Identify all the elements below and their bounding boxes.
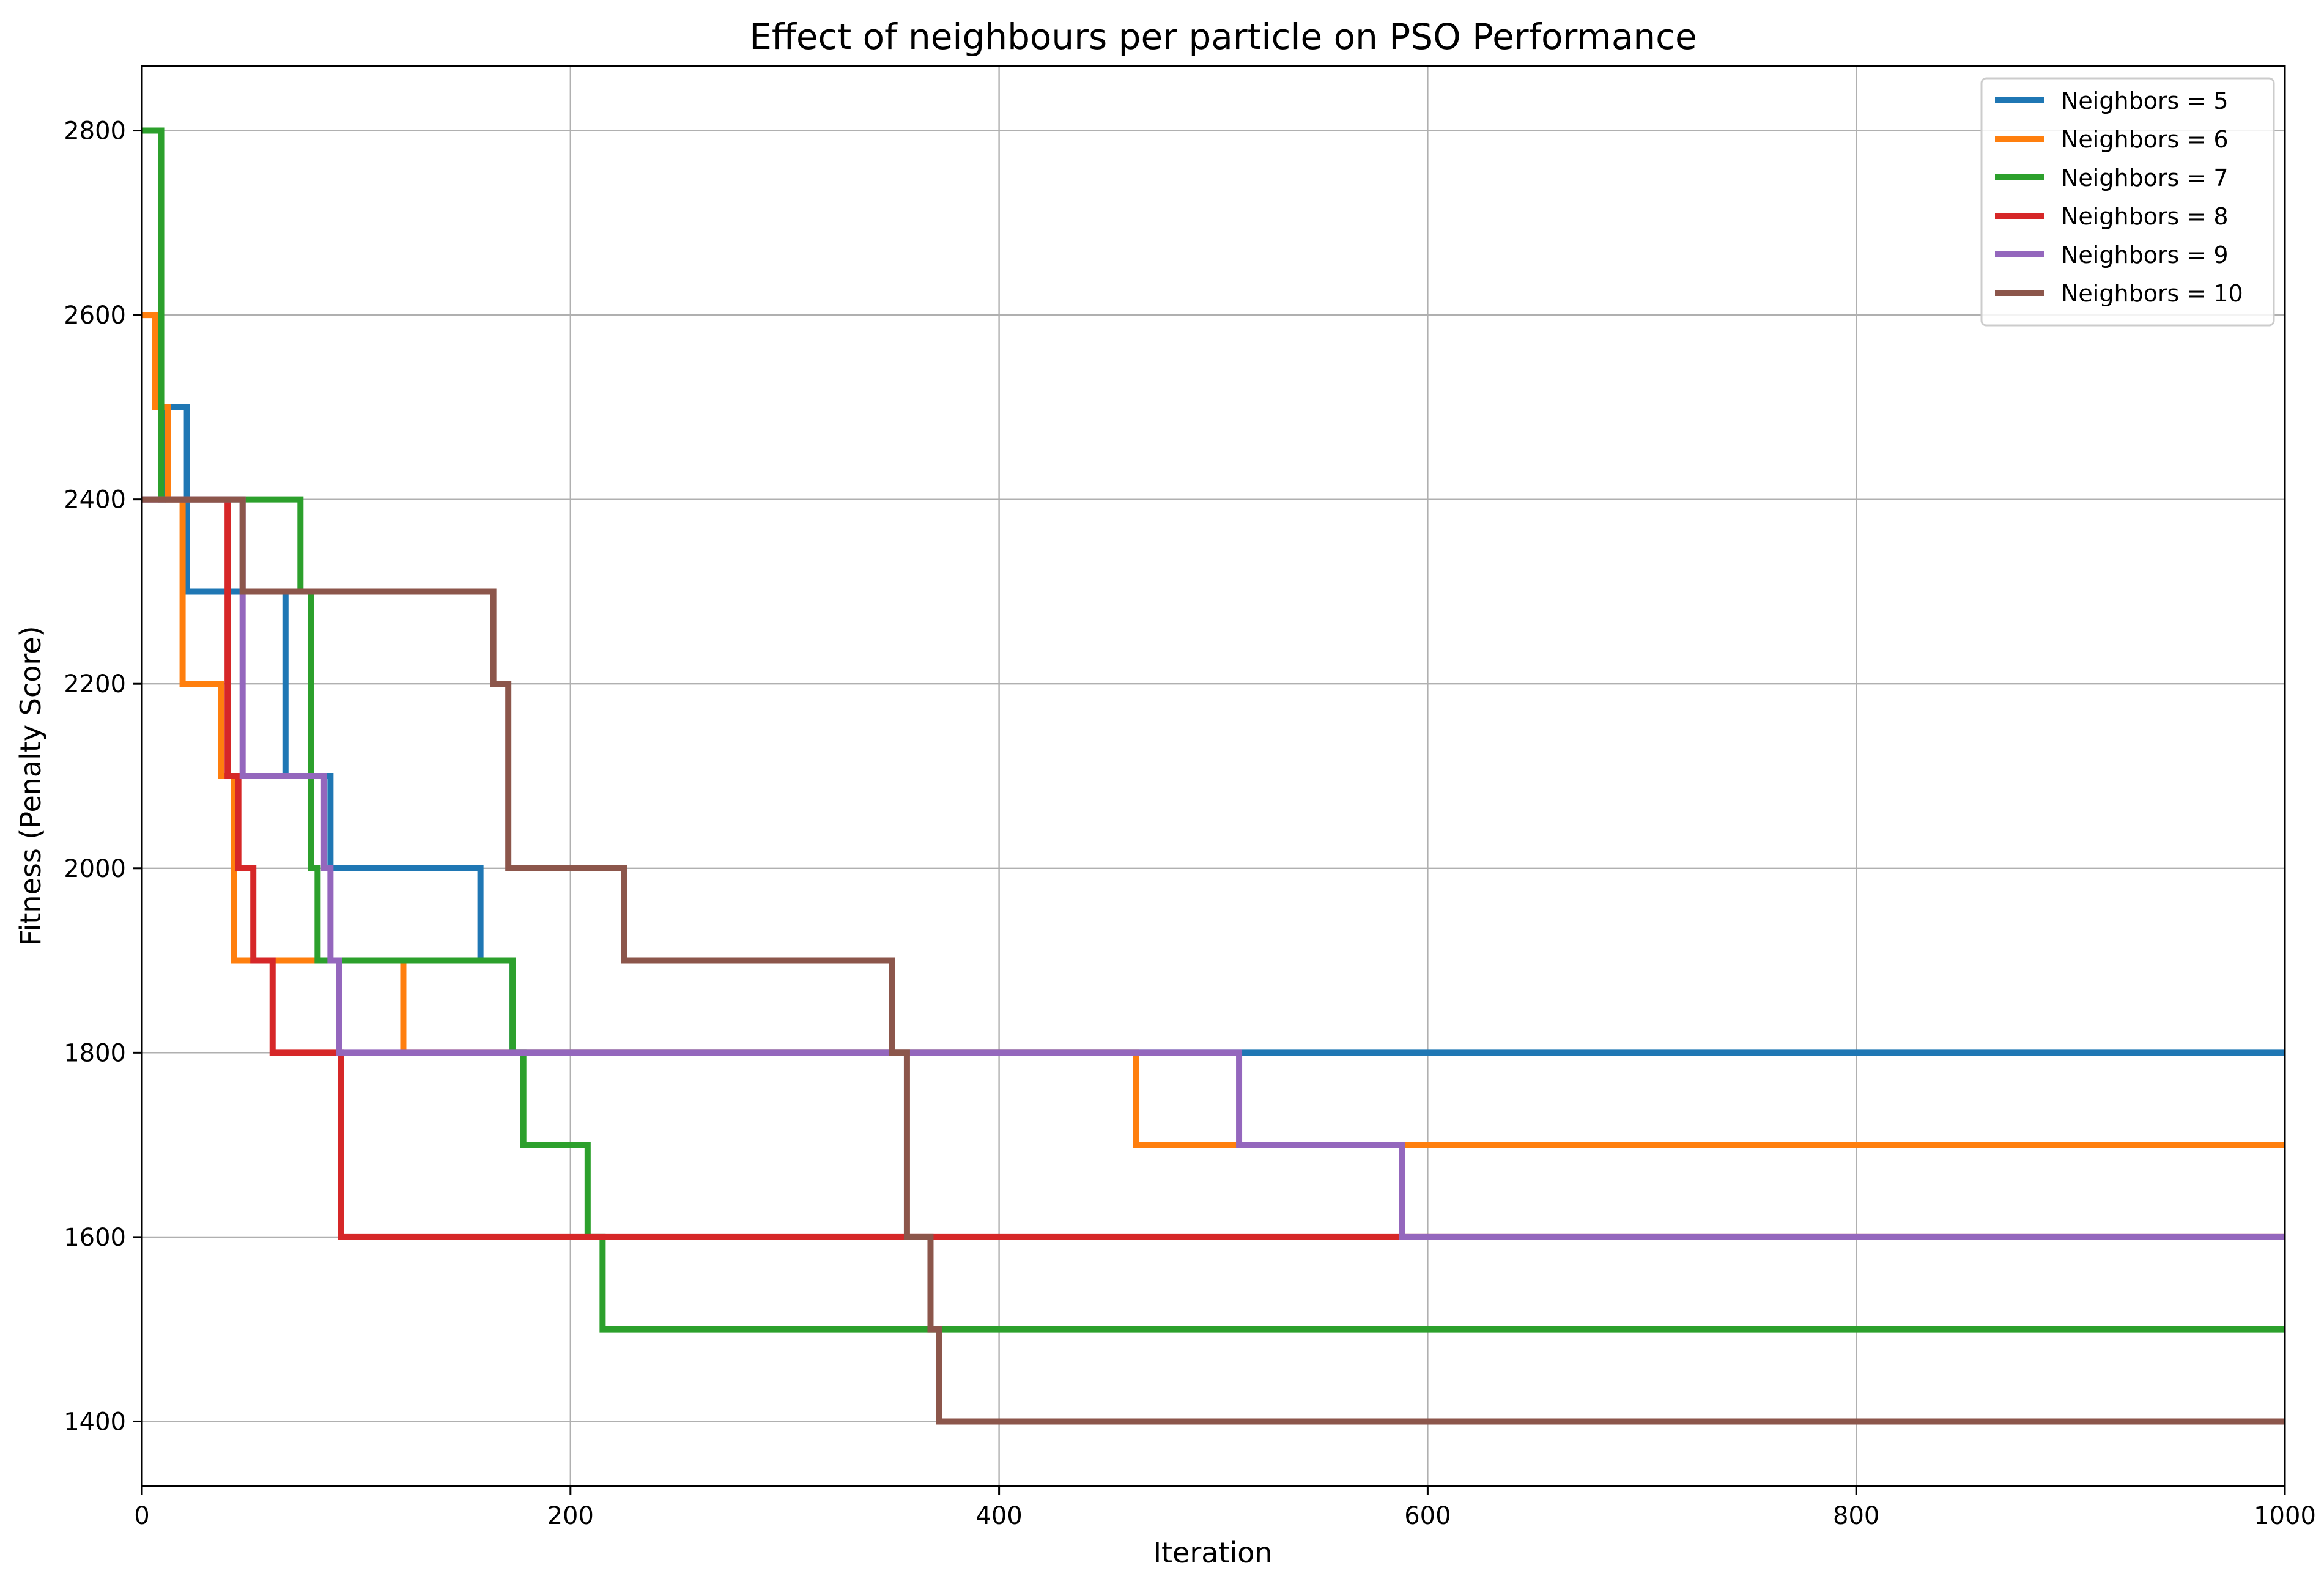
y-axis-label: Fitness (Penalty Score) [14, 626, 47, 945]
y-tick-label: 2600 [64, 301, 126, 330]
chart-title: Effect of neighbours per particle on PSO… [749, 16, 1697, 57]
x-tick-label: 0 [134, 1502, 149, 1530]
axis-ticks: 0 200 400 600 800 1000 1400 1600 1800 2000 2200 240… [64, 117, 2316, 1530]
series-lines [142, 127, 2285, 1425]
x-tick-label: 600 [1404, 1502, 1451, 1530]
y-tick-label: 1400 [64, 1408, 126, 1436]
y-tick-label: 1800 [64, 1039, 126, 1067]
legend-label: Neighbors = 7 [2061, 165, 2229, 191]
x-tick-label: 1000 [2254, 1502, 2316, 1530]
x-tick-label: 800 [1833, 1502, 1879, 1530]
legend-box [1980, 77, 2275, 327]
legend-label: Neighbors = 9 [2061, 242, 2229, 268]
y-tick-label: 2000 [64, 855, 126, 883]
x-tick-label: 400 [975, 1502, 1022, 1530]
y-tick-label: 1600 [64, 1224, 126, 1252]
legend-label: Neighbors = 6 [2061, 126, 2229, 153]
legend-label: Neighbors = 5 [2061, 87, 2229, 114]
legend: Neighbors = 5 Neighbors = 6 Neighbors = 7 N… [1980, 77, 2275, 327]
legend-label: Neighbors = 8 [2061, 203, 2229, 230]
series-line [142, 496, 2285, 1425]
plot-frame [141, 65, 2286, 1487]
y-tick-label: 2200 [64, 670, 126, 698]
series-line [142, 496, 2285, 1240]
y-tick-label: 2800 [64, 117, 126, 146]
x-axis-label: Iteration [1153, 1536, 1272, 1569]
x-tick-label: 200 [547, 1502, 594, 1530]
y-tick-label: 2400 [64, 486, 126, 514]
legend-label: Neighbors = 10 [2061, 280, 2243, 307]
series-line [142, 496, 2285, 1240]
